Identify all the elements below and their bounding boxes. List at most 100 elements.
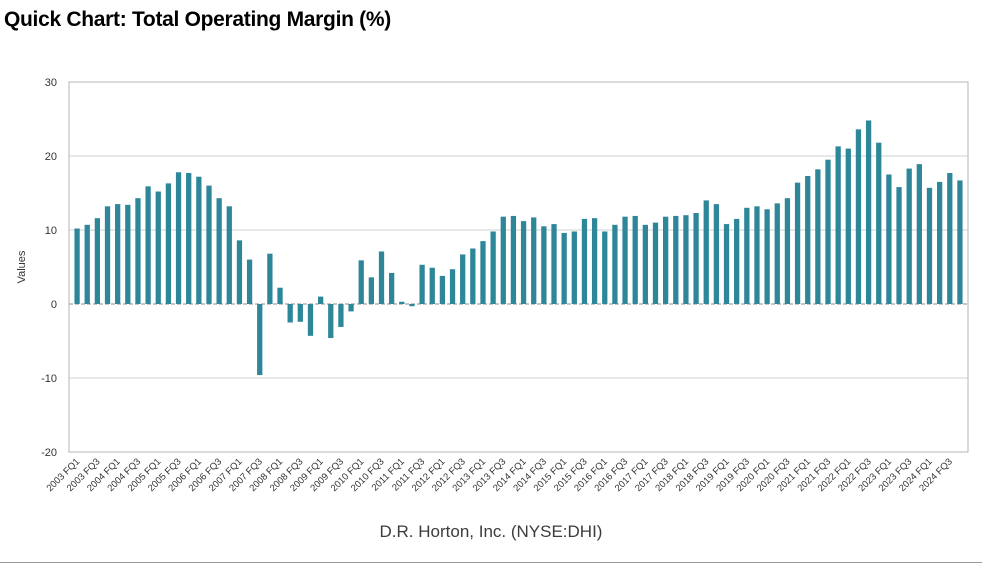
bar [520, 221, 527, 304]
bar [855, 129, 862, 304]
bar [460, 254, 466, 304]
bar [591, 218, 598, 304]
bar [368, 277, 374, 304]
bottom-divider [0, 562, 982, 563]
chart-title: Quick Chart: Total Operating Margin (%) [4, 8, 391, 31]
bar [449, 269, 456, 304]
y-tick-label: 30 [45, 77, 57, 89]
bar [135, 198, 141, 304]
bar [876, 142, 882, 304]
bar [104, 206, 111, 304]
bars [74, 120, 963, 376]
bar [480, 241, 486, 304]
bar [794, 182, 801, 304]
bar [307, 304, 314, 336]
bar [825, 159, 831, 304]
bar [500, 216, 506, 304]
bar [490, 231, 496, 304]
bar [805, 175, 811, 304]
bar [389, 272, 395, 304]
bar [896, 187, 902, 304]
bar [683, 215, 689, 304]
bar [257, 304, 263, 376]
bar [815, 169, 821, 304]
bar [216, 198, 222, 304]
bar [632, 215, 638, 304]
bar [338, 304, 344, 327]
bar [947, 173, 953, 304]
bar [845, 148, 851, 304]
bar [835, 146, 841, 304]
bar [663, 216, 669, 304]
bar [297, 304, 303, 322]
bar [865, 120, 872, 304]
bar [74, 228, 80, 304]
bar [784, 198, 791, 304]
bar [358, 260, 364, 304]
bar [673, 215, 679, 304]
y-tick-label: 0 [51, 299, 57, 311]
bar [125, 204, 131, 304]
bar [145, 186, 151, 304]
bar [236, 240, 243, 304]
bar [186, 173, 192, 304]
bar [206, 185, 212, 304]
bar [378, 251, 385, 304]
bar [541, 226, 547, 304]
y-tick-label: -20 [41, 447, 57, 459]
y-axis-title: Values [16, 250, 28, 283]
bar [115, 204, 121, 304]
bar [926, 187, 933, 304]
bar [165, 183, 172, 304]
bar [399, 301, 405, 304]
bar [84, 224, 90, 304]
grid-lines [69, 81, 968, 453]
bar [693, 212, 699, 304]
bar [703, 200, 709, 304]
bar [571, 231, 577, 304]
bar [561, 232, 567, 304]
bar [175, 172, 182, 304]
bar [581, 218, 588, 304]
bar [317, 296, 324, 304]
bar [531, 217, 537, 304]
bar [754, 206, 760, 304]
bar [348, 304, 354, 312]
bar [287, 304, 293, 323]
bar [612, 224, 618, 304]
bar [551, 224, 557, 304]
bar [226, 206, 232, 304]
bar [470, 248, 476, 304]
bar [916, 164, 922, 304]
bar [277, 287, 283, 304]
source-caption: D.R. Horton, Inc. (NYSE:DHI) [379, 522, 603, 541]
plot-frame [68, 81, 969, 453]
bar [734, 218, 740, 304]
y-tick-label: 20 [45, 151, 57, 163]
bar [886, 174, 892, 304]
bar [419, 264, 425, 304]
bar [764, 209, 770, 304]
bar [723, 224, 730, 304]
bar [328, 304, 334, 339]
bar [196, 176, 202, 304]
bar [429, 267, 435, 304]
bar [652, 222, 659, 304]
bar [510, 215, 517, 304]
bar [267, 253, 273, 304]
bar [439, 275, 446, 304]
bar [906, 168, 912, 304]
bar [774, 203, 780, 304]
y-axis-ticks: 30 20 10 0 -10 -20 [41, 77, 57, 459]
bar [642, 224, 648, 304]
bar [957, 180, 963, 304]
bar [713, 204, 720, 304]
y-tick-label: -10 [41, 373, 57, 385]
bar [744, 207, 750, 304]
bar [936, 181, 943, 304]
bar [246, 259, 253, 304]
y-tick-label: 10 [45, 225, 57, 237]
bar [94, 218, 101, 304]
